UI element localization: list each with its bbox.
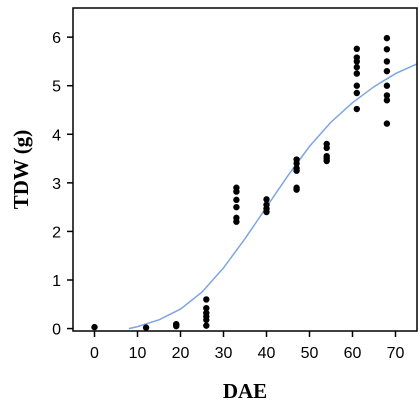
data-point	[293, 184, 300, 191]
y-tick-label: 1	[52, 273, 61, 290]
data-point	[383, 58, 391, 65]
data-point	[91, 323, 98, 331]
data-point	[203, 304, 210, 312]
data-point	[142, 324, 150, 331]
y-tick-label: 5	[52, 79, 61, 96]
y-tick-label: 2	[52, 224, 61, 241]
x-tick-label: 70	[387, 345, 405, 362]
y-axis-ticks: 0 1 2 3 4 5 6	[52, 30, 73, 339]
data-point	[233, 214, 240, 222]
x-axis-title: DAE	[223, 379, 267, 403]
data-point	[353, 70, 360, 77]
data-point	[383, 120, 391, 127]
y-tick-label: 6	[52, 30, 61, 47]
data-point	[383, 82, 391, 89]
data-point	[383, 34, 391, 42]
data-point	[323, 152, 330, 160]
x-tick-label: 50	[301, 345, 319, 362]
x-tick-label: 0	[90, 345, 99, 362]
x-tick-label: 30	[215, 345, 233, 362]
y-tick-label: 0	[52, 322, 61, 339]
data-point	[383, 92, 391, 99]
data-point	[233, 184, 240, 191]
y-axis-title: TDW (g)	[9, 130, 33, 210]
data-point	[383, 46, 391, 53]
x-tick-label: 20	[172, 345, 190, 362]
x-axis-ticks: 0 10 20 30 40 50 60 70	[90, 331, 405, 362]
data-point	[323, 140, 330, 148]
data-point	[353, 105, 360, 113]
data-point	[353, 64, 360, 71]
data-point	[263, 196, 270, 203]
data-point	[203, 296, 210, 303]
data-point	[233, 203, 240, 211]
fit-curve	[128, 63, 418, 330]
data-point	[203, 322, 210, 329]
x-tick-label: 40	[258, 345, 276, 362]
data-point	[203, 309, 210, 317]
data-point	[353, 82, 360, 89]
data-point	[353, 54, 360, 61]
data-point	[293, 156, 300, 163]
data-point	[263, 201, 270, 208]
data-point	[233, 196, 240, 204]
y-tick-label: 3	[52, 176, 61, 193]
data-points	[91, 34, 391, 331]
data-point	[353, 45, 360, 52]
x-tick-label: 10	[129, 345, 147, 362]
data-point	[383, 97, 391, 104]
x-tick-label: 60	[344, 345, 362, 362]
data-point	[383, 67, 391, 75]
data-point	[173, 321, 180, 328]
y-tick-label: 4	[52, 127, 61, 144]
data-point	[293, 165, 300, 172]
plot-frame	[72, 7, 418, 332]
data-point	[353, 89, 360, 97]
